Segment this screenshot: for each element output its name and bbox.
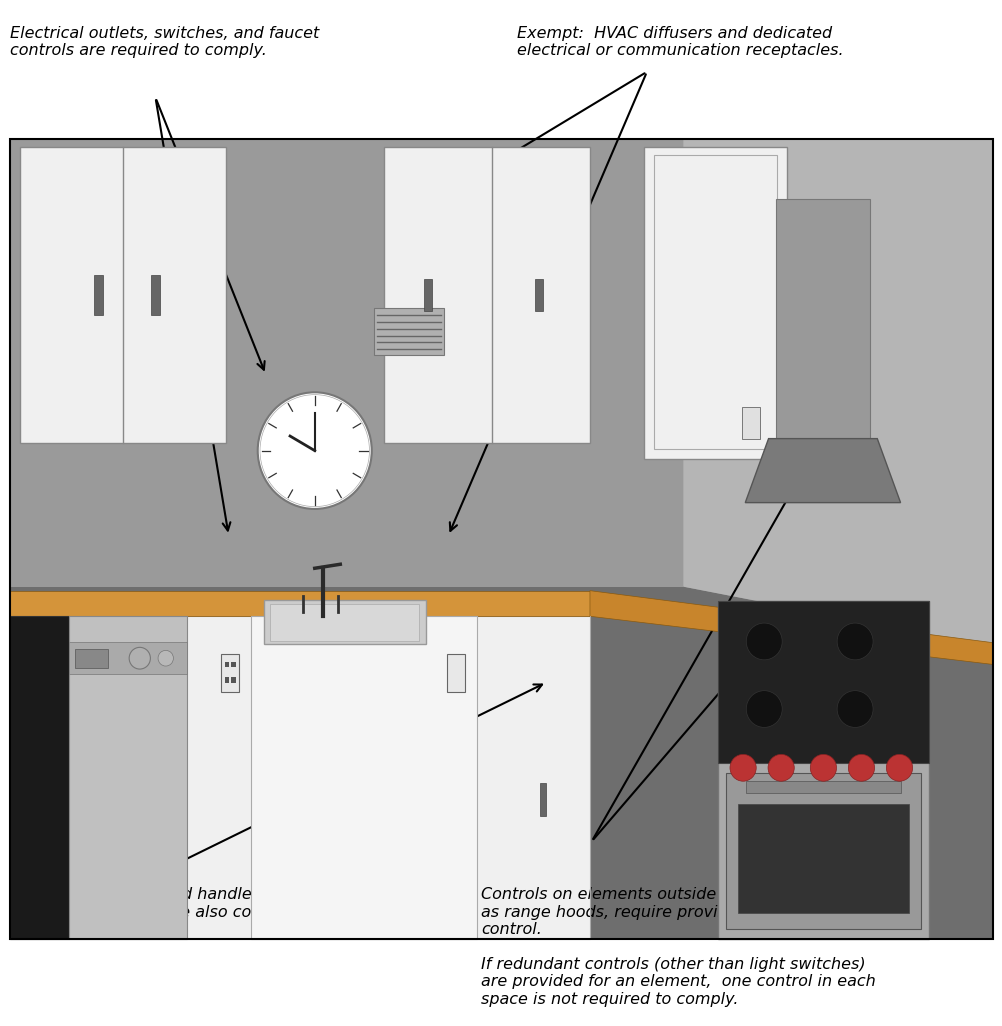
Bar — [20, 147, 226, 442]
Polygon shape — [10, 139, 682, 587]
Bar — [725, 774, 920, 929]
Text: Appliance controls and handles to
accessible storage are also covered
as operabl: Appliance controls and handles to access… — [10, 887, 297, 938]
Bar — [10, 617, 589, 939]
Bar — [447, 654, 465, 693]
Bar — [230, 677, 235, 682]
Bar — [776, 199, 869, 439]
Bar — [539, 783, 545, 817]
Bar — [270, 603, 419, 641]
Bar — [264, 600, 426, 644]
Circle shape — [768, 754, 794, 781]
Bar — [221, 654, 238, 693]
Bar — [150, 275, 160, 315]
Bar — [717, 601, 928, 939]
Bar — [10, 139, 992, 939]
Bar — [69, 642, 186, 674]
Circle shape — [745, 690, 782, 727]
Bar — [250, 617, 477, 939]
Bar — [69, 617, 186, 939]
Text: Controls on elements outside reach range, such
as range hoods, require provision: Controls on elements outside reach range… — [481, 887, 876, 1007]
Polygon shape — [589, 591, 992, 665]
Circle shape — [886, 754, 912, 781]
Polygon shape — [744, 439, 900, 503]
Circle shape — [837, 623, 872, 660]
Bar — [653, 155, 776, 449]
Circle shape — [837, 690, 872, 727]
Bar — [383, 147, 589, 442]
Circle shape — [158, 650, 173, 666]
Bar — [224, 662, 229, 667]
Bar — [374, 308, 444, 355]
Circle shape — [848, 754, 874, 781]
Bar — [643, 147, 786, 459]
Bar — [741, 406, 760, 439]
Bar — [424, 278, 431, 311]
Circle shape — [810, 754, 836, 781]
Circle shape — [129, 647, 150, 669]
Bar — [75, 648, 108, 668]
Polygon shape — [10, 591, 589, 617]
Bar — [230, 662, 235, 667]
Bar — [10, 617, 69, 939]
Text: Exempt:  HVAC diffusers and dedicated
electrical or communication receptacles.: Exempt: HVAC diffusers and dedicated ele… — [516, 26, 843, 58]
Circle shape — [745, 623, 782, 660]
Bar — [737, 804, 908, 913]
Polygon shape — [10, 587, 992, 939]
Bar — [717, 601, 928, 763]
Polygon shape — [682, 139, 992, 646]
Bar — [224, 677, 229, 682]
Circle shape — [729, 754, 756, 781]
Circle shape — [258, 392, 372, 509]
Bar — [534, 278, 542, 311]
Bar — [10, 139, 992, 939]
Text: Electrical outlets, switches, and faucet
controls are required to comply.: Electrical outlets, switches, and faucet… — [10, 26, 319, 58]
Bar — [744, 781, 900, 793]
Bar — [93, 275, 103, 315]
